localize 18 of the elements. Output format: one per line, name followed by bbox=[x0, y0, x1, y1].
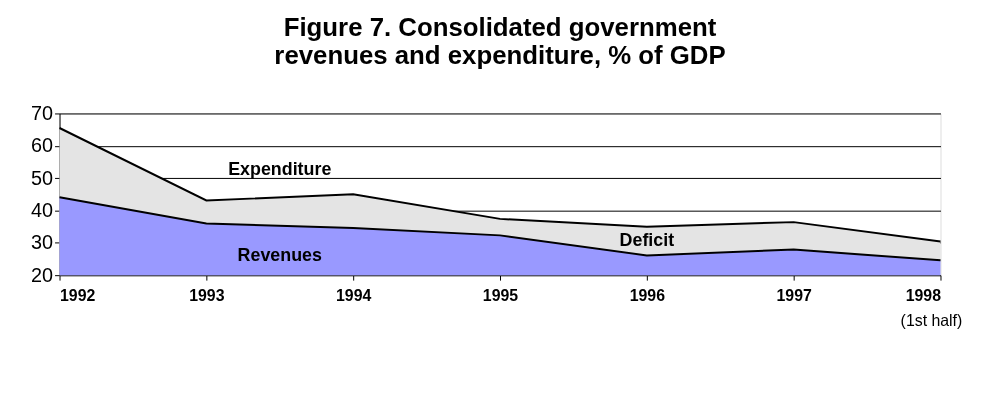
y-tick-label: 50 bbox=[31, 166, 54, 189]
x-tick-label: 1995 bbox=[482, 287, 519, 305]
x-tick-label: 1993 bbox=[189, 287, 225, 305]
x-tick-label: 1992 bbox=[60, 287, 96, 305]
y-tick-label: 70 bbox=[31, 101, 54, 124]
text: (1st half) bbox=[900, 311, 963, 329]
series-label: Revenues bbox=[237, 245, 322, 266]
annotation: Deficit bbox=[619, 230, 675, 250]
y-tick-label: 20 bbox=[31, 263, 54, 286]
x-tick-label: 1997 bbox=[776, 287, 812, 305]
x-tick-label: 1994 bbox=[336, 287, 372, 305]
y-tick-label: 40 bbox=[31, 198, 54, 221]
series-label: Expenditure bbox=[228, 159, 332, 180]
x-tick-label: 1998 bbox=[905, 287, 942, 305]
chart-title: Figure 7. Consolidated government revenues and expenditure, % of GDP bbox=[274, 13, 726, 69]
y-tick-label: 30 bbox=[31, 231, 54, 254]
x-tick-label: 1996 bbox=[629, 287, 666, 305]
y-tick-label: 60 bbox=[31, 134, 54, 157]
